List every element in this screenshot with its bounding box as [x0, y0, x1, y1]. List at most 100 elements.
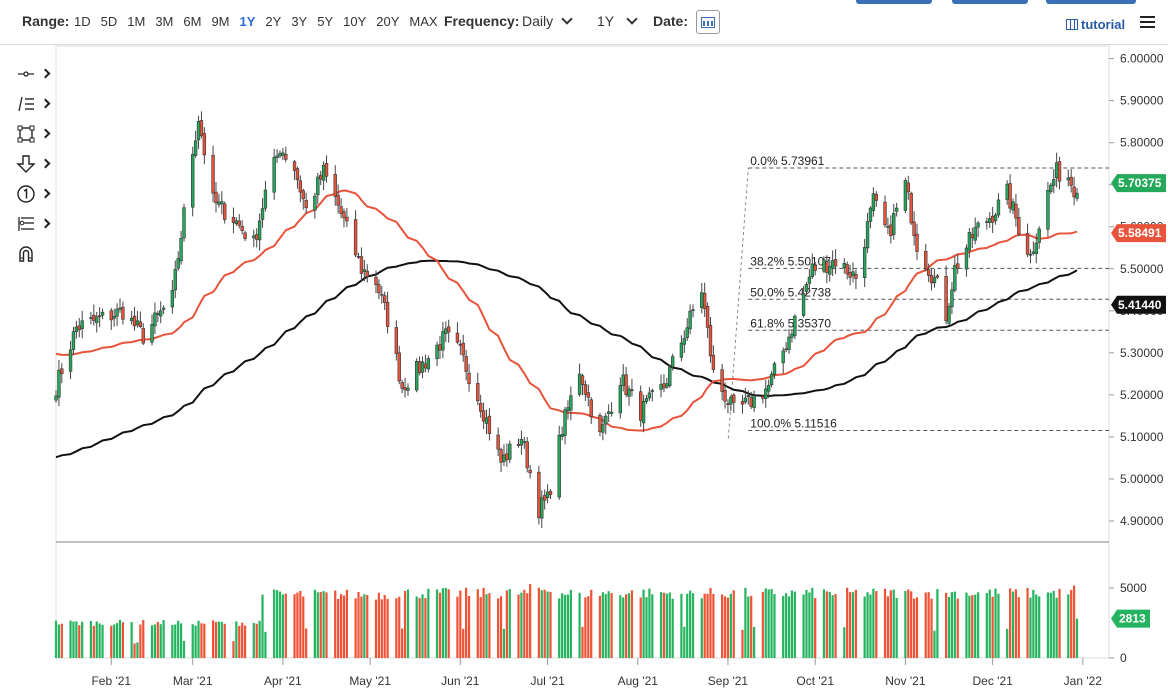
range-10y[interactable]: 10Y — [343, 14, 367, 29]
candle-body — [685, 327, 689, 338]
volume-bar — [587, 596, 590, 658]
candle-body — [996, 199, 1001, 216]
candle-body — [548, 491, 553, 496]
candle-body — [321, 164, 326, 181]
range-1y[interactable]: 1Y — [239, 14, 256, 29]
range-label: Range: — [22, 13, 70, 29]
arrow-tool[interactable] — [14, 150, 54, 180]
range-2y[interactable]: 2Y — [265, 14, 282, 29]
moving-average-black — [55, 259, 1078, 459]
candle-body — [522, 441, 527, 443]
range-9m[interactable]: 9M — [211, 14, 230, 29]
volume-bar — [651, 594, 654, 658]
calendar-icon[interactable] — [696, 10, 720, 34]
candle-body — [679, 342, 684, 358]
magnet-tool[interactable] — [14, 240, 54, 270]
rectangle-tool[interactable] — [14, 120, 54, 150]
candle-body — [441, 331, 445, 351]
trend-tool[interactable] — [14, 90, 54, 120]
range-20y[interactable]: 20Y — [376, 14, 400, 29]
frequency-dropdown[interactable]: Daily — [522, 13, 573, 29]
fibonacci-retracement[interactable]: 0.0% 5.73961 38.2% 5.50107 50.0% 5.42738 61… — [727, 154, 1109, 439]
fib-level-label: 38.2% 5.50107 — [750, 254, 831, 268]
range-3y[interactable]: 3Y — [291, 14, 308, 29]
candle-body — [606, 411, 611, 414]
volume-bar — [57, 624, 61, 658]
volume-bar — [721, 594, 724, 658]
candle-body — [956, 263, 960, 269]
candle-body — [260, 208, 265, 220]
candle-body — [545, 491, 550, 499]
volume-bar — [1008, 588, 1012, 658]
volume-bar — [482, 587, 485, 658]
candle-body — [822, 259, 826, 272]
volume-bar — [380, 599, 383, 658]
tutorial-link[interactable]: tutorial — [1066, 17, 1125, 32]
range-max[interactable]: MAX — [409, 14, 438, 29]
candle-body — [973, 227, 977, 241]
candle-body — [793, 315, 797, 336]
volume-bar — [808, 592, 811, 658]
candle-body — [481, 410, 486, 422]
candle-body — [540, 497, 544, 519]
candle-body — [508, 443, 512, 460]
trend-lines-icon — [18, 96, 34, 112]
volume-bar — [273, 589, 276, 658]
candle-body — [784, 348, 788, 351]
candle-body — [833, 259, 838, 267]
candle-body — [336, 194, 340, 206]
volume-bar — [648, 588, 651, 658]
candle-body — [772, 363, 777, 375]
candle-body — [182, 207, 186, 239]
candle-body — [766, 385, 771, 392]
candle-body — [871, 193, 876, 211]
candle-body — [586, 392, 590, 398]
volume-bar — [438, 592, 442, 658]
candle-body — [342, 211, 346, 219]
volume-bar — [671, 598, 674, 658]
candle-body — [627, 388, 631, 397]
volume-bar — [581, 626, 584, 658]
candle-body — [458, 343, 463, 346]
period-dropdown[interactable]: 1Y — [597, 13, 638, 29]
candle-body — [484, 417, 489, 424]
candle-body — [438, 344, 442, 351]
candle-body — [851, 271, 855, 277]
candle-body — [406, 387, 410, 391]
candle-body — [967, 232, 972, 251]
menu-icon[interactable] — [1140, 16, 1155, 28]
range-5y[interactable]: 5Y — [317, 14, 334, 29]
range-3m[interactable]: 3M — [155, 14, 174, 29]
volume-bar — [770, 588, 773, 658]
candle-body — [420, 361, 425, 373]
volume-bar — [627, 593, 631, 658]
candle-body — [353, 219, 358, 256]
volume-bar — [907, 589, 910, 658]
volume-bar — [802, 594, 805, 658]
volume-bar — [156, 621, 159, 658]
volume-bar — [401, 628, 404, 658]
candle-body — [284, 154, 288, 160]
volume-bar — [686, 593, 689, 658]
range-5d[interactable]: 5D — [100, 14, 118, 29]
fibonacci-tool[interactable] — [14, 210, 54, 240]
candle-body — [211, 155, 215, 194]
candle-body — [577, 373, 582, 395]
volume-bar — [456, 596, 459, 658]
volume-bar — [700, 598, 703, 658]
range-1d[interactable]: 1D — [74, 14, 91, 29]
candle-body — [1066, 177, 1070, 181]
x-tick-label: Feb '21 — [91, 674, 131, 688]
volume-bar — [476, 589, 479, 658]
range-6m[interactable]: 6M — [183, 14, 202, 29]
crosshair-tool[interactable] — [14, 60, 54, 90]
candle-body — [1011, 201, 1015, 211]
range-1m[interactable]: 1M — [127, 14, 146, 29]
candle-body — [583, 384, 588, 395]
volume-bar — [703, 593, 706, 658]
volume-bar — [363, 594, 366, 658]
volume-bar — [467, 595, 471, 658]
volume-bar — [424, 598, 427, 658]
counter-tool[interactable] — [14, 180, 54, 210]
